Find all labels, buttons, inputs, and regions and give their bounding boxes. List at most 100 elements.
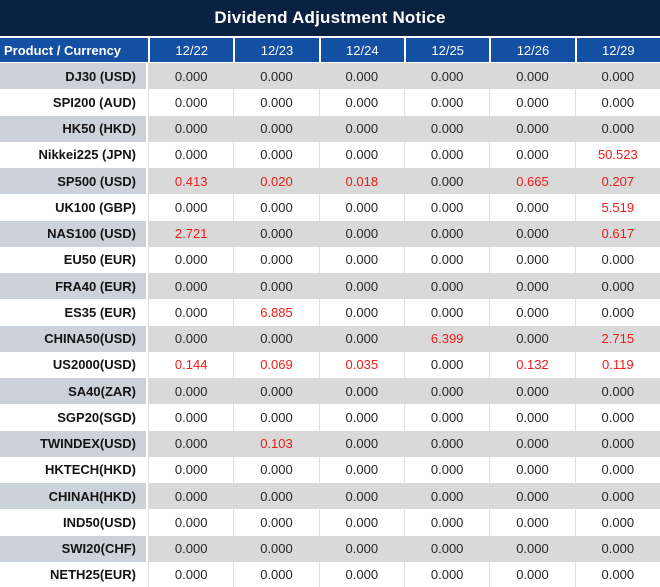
product-label: FRA40 (EUR): [0, 273, 148, 300]
title-bar: Dividend Adjustment Notice: [0, 0, 660, 38]
dividend-value: 0.069: [233, 351, 319, 378]
dividend-value: 0.000: [403, 535, 490, 562]
table-row: SA40(ZAR) 0.000 0.000 0.000 0.000 0.000 0.000: [0, 378, 660, 405]
dividend-value: 0.000: [574, 535, 660, 562]
dividend-value: 0.000: [489, 378, 575, 405]
dividend-value: 0.000: [403, 378, 490, 405]
dividend-value: 0.000: [148, 299, 234, 326]
dividend-value: 0.000: [574, 299, 660, 326]
dividend-value: 0.207: [574, 168, 660, 195]
dividend-value: 0.000: [489, 194, 575, 221]
dividend-value: 0.000: [318, 483, 404, 510]
dividend-value: 0.000: [148, 273, 234, 300]
dividend-value: 0.000: [233, 483, 319, 510]
table-row: US2000(USD) 0.144 0.069 0.035 0.000 0.132 0.11…: [0, 351, 660, 378]
dividend-value: 0.000: [233, 456, 319, 483]
dividend-value: 50.523: [574, 141, 660, 168]
dividend-value: 0.000: [489, 220, 575, 247]
dividend-value: 0.000: [489, 430, 575, 457]
dividend-value: 0.000: [233, 194, 319, 221]
dividend-value: 0.000: [403, 194, 490, 221]
dividend-value: 0.000: [318, 325, 404, 352]
dividend-value: 0.000: [318, 220, 404, 247]
dividend-value: 0.000: [574, 561, 660, 587]
product-label: TWINDEX(USD): [0, 430, 148, 457]
dividend-value: 0.000: [148, 404, 234, 431]
dividend-value: 0.000: [233, 404, 319, 431]
product-label: SPI200 (AUD): [0, 89, 148, 116]
dividend-value: 0.000: [403, 141, 490, 168]
dividend-value: 0.000: [318, 561, 404, 587]
date-column-header: 12/26: [489, 38, 575, 63]
table-row: IND50(USD) 0.000 0.000 0.000 0.000 0.000 0.000: [0, 509, 660, 536]
dividend-value: 0.000: [318, 246, 404, 273]
product-label: CHINAH(HKD): [0, 483, 148, 510]
product-label: Nikkei225 (JPN): [0, 141, 148, 168]
dividend-value: 0.000: [489, 115, 575, 142]
dividend-value: 0.000: [233, 89, 319, 116]
dividend-value: 0.000: [403, 456, 490, 483]
product-label: SGP20(SGD): [0, 404, 148, 431]
table-row: HKTECH(HKD) 0.000 0.000 0.000 0.000 0.000 0.00…: [0, 456, 660, 483]
date-column-header: 12/25: [403, 38, 490, 63]
product-label: SA40(ZAR): [0, 378, 148, 405]
dividend-value: 0.000: [489, 561, 575, 587]
dividend-value: 0.000: [148, 509, 234, 536]
dividend-value: 0.000: [318, 115, 404, 142]
dividend-value: 0.000: [148, 378, 234, 405]
dividend-value: 0.000: [574, 89, 660, 116]
dividend-value: 0.000: [489, 63, 575, 90]
dividend-value: 0.000: [148, 535, 234, 562]
dividend-value: 0.000: [233, 535, 319, 562]
table-row: ES35 (EUR) 0.000 6.885 0.000 0.000 0.000 0.000: [0, 299, 660, 326]
dividend-value: 0.000: [148, 456, 234, 483]
dividend-value: 0.000: [233, 561, 319, 587]
dividend-value: 0.000: [489, 456, 575, 483]
dividend-value: 0.000: [233, 141, 319, 168]
dividend-value: 0.000: [403, 483, 490, 510]
product-label: US2000(USD): [0, 351, 148, 378]
table-row: DJ30 (USD) 0.000 0.000 0.000 0.000 0.000 0.000: [0, 63, 660, 90]
dividend-value: 0.000: [148, 246, 234, 273]
dividend-value: 6.885: [233, 299, 319, 326]
dividend-value: 0.103: [233, 430, 319, 457]
product-label: UK100 (GBP): [0, 194, 148, 221]
table-row: UK100 (GBP) 0.000 0.000 0.000 0.000 0.000 5.51…: [0, 194, 660, 221]
table-row: Nikkei225 (JPN) 0.000 0.000 0.000 0.000 0.000…: [0, 141, 660, 168]
dividend-value: 0.119: [574, 351, 660, 378]
table-body: DJ30 (USD) 0.000 0.000 0.000 0.000 0.000 0.000…: [0, 63, 660, 587]
dividend-value: 0.413: [148, 168, 234, 195]
dividend-value: 0.000: [574, 430, 660, 457]
dividend-value: 0.000: [489, 273, 575, 300]
dividend-value: 0.000: [148, 430, 234, 457]
dividend-value: 0.000: [403, 89, 490, 116]
dividend-value: 0.000: [403, 561, 490, 587]
table-row: EU50 (EUR) 0.000 0.000 0.000 0.000 0.000 0.000: [0, 246, 660, 273]
dividend-value: 0.000: [148, 194, 234, 221]
dividend-value: 0.000: [403, 509, 490, 536]
product-label: CHINA50(USD): [0, 325, 148, 352]
table-row: CHINAH(HKD) 0.000 0.000 0.000 0.000 0.000 0.00…: [0, 483, 660, 510]
dividend-value: 0.000: [403, 63, 490, 90]
product-currency-header: Product / Currency: [0, 38, 148, 63]
dividend-value: 0.000: [489, 141, 575, 168]
product-label: NAS100 (USD): [0, 220, 148, 247]
dividend-value: 0.000: [403, 115, 490, 142]
product-label: HK50 (HKD): [0, 115, 148, 142]
dividend-value: 0.000: [489, 404, 575, 431]
dividend-value: 0.000: [574, 483, 660, 510]
table-row: CHINA50(USD) 0.000 0.000 0.000 6.399 0.000 2.7…: [0, 325, 660, 352]
product-label: HKTECH(HKD): [0, 456, 148, 483]
dividend-value: 0.000: [489, 246, 575, 273]
dividend-value: 0.000: [148, 561, 234, 587]
dividend-value: 0.000: [233, 220, 319, 247]
dividend-value: 0.000: [574, 246, 660, 273]
dividend-value: 0.000: [403, 246, 490, 273]
dividend-value: 0.018: [318, 168, 404, 195]
dividend-value: 0.000: [403, 404, 490, 431]
dividend-value: 5.519: [574, 194, 660, 221]
dividend-value: 0.000: [489, 89, 575, 116]
dividend-value: 2.721: [148, 220, 234, 247]
product-label: EU50 (EUR): [0, 246, 148, 273]
dividend-value: 0.000: [574, 63, 660, 90]
